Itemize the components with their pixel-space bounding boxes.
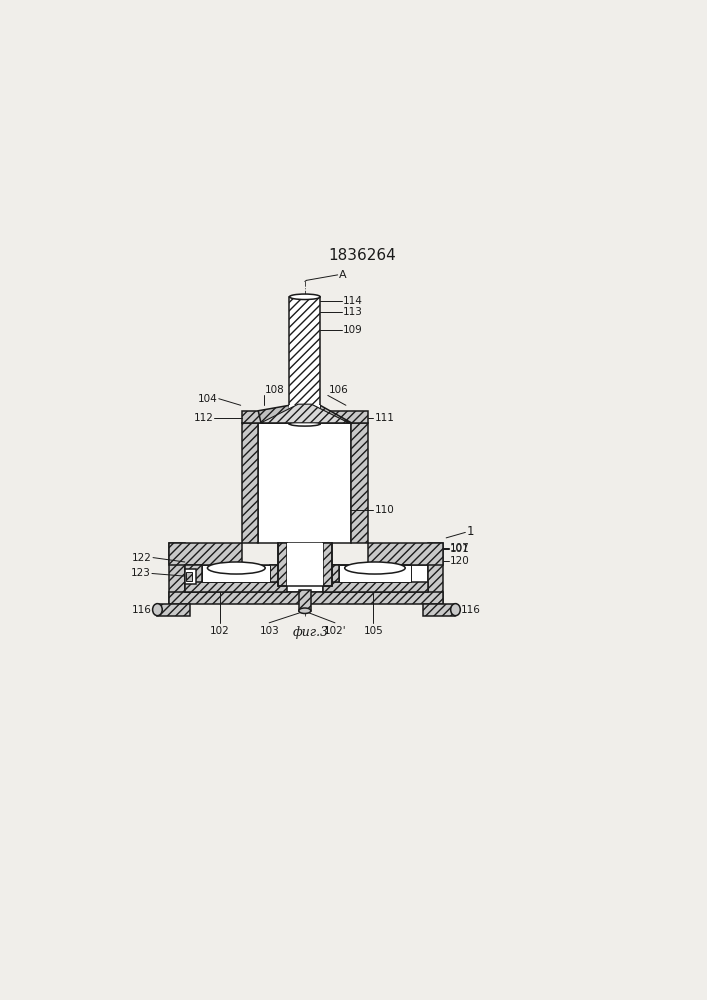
Text: 1: 1	[467, 525, 474, 538]
Text: 116: 116	[461, 605, 481, 615]
Ellipse shape	[153, 604, 162, 616]
Polygon shape	[320, 405, 351, 423]
Text: 102': 102'	[324, 626, 346, 636]
Polygon shape	[287, 543, 323, 586]
Polygon shape	[351, 423, 368, 543]
Polygon shape	[170, 543, 185, 604]
Text: 102: 102	[210, 626, 230, 636]
Text: 122: 122	[132, 553, 152, 563]
Text: 101: 101	[450, 544, 469, 554]
Polygon shape	[185, 582, 287, 592]
Text: 103: 103	[259, 626, 279, 636]
Text: 112: 112	[194, 413, 214, 423]
Text: 1836264: 1836264	[329, 248, 396, 263]
Text: 114: 114	[343, 296, 363, 306]
Polygon shape	[258, 423, 351, 543]
Text: 120: 120	[450, 556, 469, 566]
Text: 108: 108	[265, 385, 284, 395]
Polygon shape	[339, 565, 411, 582]
Polygon shape	[423, 604, 455, 616]
Polygon shape	[278, 543, 287, 586]
Text: 106: 106	[329, 385, 349, 395]
Polygon shape	[289, 405, 320, 423]
Polygon shape	[185, 569, 196, 584]
Ellipse shape	[450, 604, 460, 616]
Polygon shape	[299, 590, 311, 611]
Polygon shape	[428, 543, 443, 604]
Ellipse shape	[207, 562, 265, 574]
Text: 123: 123	[131, 568, 151, 578]
Polygon shape	[158, 604, 190, 616]
Polygon shape	[323, 565, 411, 592]
Polygon shape	[242, 411, 368, 423]
Polygon shape	[289, 297, 320, 424]
Ellipse shape	[345, 562, 405, 574]
Text: 110: 110	[375, 505, 394, 515]
Text: 111: 111	[375, 413, 395, 423]
Polygon shape	[186, 572, 192, 581]
Polygon shape	[202, 565, 270, 582]
Ellipse shape	[299, 608, 311, 613]
Text: 113: 113	[343, 307, 363, 317]
Ellipse shape	[289, 422, 320, 426]
Text: фиг.3: фиг.3	[292, 626, 328, 639]
Ellipse shape	[289, 294, 320, 300]
Polygon shape	[258, 405, 289, 423]
Polygon shape	[185, 565, 202, 592]
Polygon shape	[170, 543, 242, 565]
Polygon shape	[170, 592, 443, 604]
Text: 116: 116	[132, 605, 152, 615]
Polygon shape	[323, 565, 339, 582]
Polygon shape	[368, 543, 443, 565]
Polygon shape	[261, 404, 349, 423]
Polygon shape	[185, 565, 428, 592]
Polygon shape	[242, 423, 258, 543]
Polygon shape	[323, 543, 332, 586]
Text: A: A	[339, 270, 346, 280]
Polygon shape	[323, 582, 428, 592]
Text: 105: 105	[363, 626, 383, 636]
Text: 107: 107	[450, 543, 469, 553]
Polygon shape	[270, 565, 287, 582]
Text: 104: 104	[198, 394, 218, 404]
Text: 109: 109	[343, 325, 363, 335]
